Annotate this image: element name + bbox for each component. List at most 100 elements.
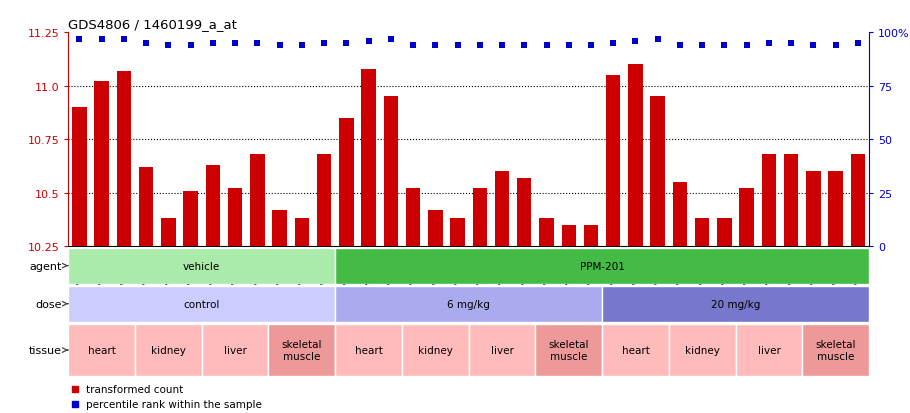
Point bbox=[139, 40, 154, 47]
Bar bbox=[669, 325, 735, 376]
Point bbox=[406, 43, 420, 49]
Bar bbox=[450, 219, 465, 247]
Bar bbox=[517, 178, 531, 247]
Bar bbox=[135, 325, 202, 376]
Point bbox=[717, 43, 732, 49]
Bar bbox=[68, 248, 335, 284]
Point bbox=[450, 43, 465, 49]
Point bbox=[72, 36, 86, 43]
Point bbox=[317, 40, 331, 47]
Bar bbox=[268, 325, 335, 376]
Bar bbox=[695, 219, 710, 247]
Text: agent: agent bbox=[29, 261, 62, 271]
Point bbox=[540, 43, 554, 49]
Bar bbox=[784, 155, 798, 247]
Point bbox=[67, 385, 82, 392]
Bar bbox=[740, 189, 753, 247]
Text: heart: heart bbox=[355, 345, 382, 355]
Bar bbox=[602, 325, 669, 376]
Point bbox=[67, 401, 82, 408]
Bar bbox=[161, 219, 176, 247]
Point bbox=[250, 40, 265, 47]
Point bbox=[806, 43, 821, 49]
Bar bbox=[402, 325, 469, 376]
Bar bbox=[606, 76, 621, 247]
Bar bbox=[335, 286, 602, 322]
Text: liver: liver bbox=[224, 345, 247, 355]
Point bbox=[762, 40, 776, 47]
Text: liver: liver bbox=[490, 345, 513, 355]
Bar bbox=[202, 325, 268, 376]
Point bbox=[784, 40, 798, 47]
Bar bbox=[561, 225, 576, 247]
Point bbox=[272, 43, 287, 49]
Bar bbox=[806, 172, 821, 247]
Text: skeletal
muscle: skeletal muscle bbox=[815, 339, 856, 361]
Bar bbox=[272, 210, 287, 247]
Point bbox=[695, 43, 710, 49]
Bar bbox=[602, 286, 869, 322]
Text: kidney: kidney bbox=[685, 345, 720, 355]
Bar bbox=[116, 71, 131, 247]
Point bbox=[495, 43, 510, 49]
Point bbox=[828, 43, 843, 49]
Bar bbox=[762, 155, 776, 247]
Bar bbox=[628, 65, 642, 247]
Text: kidney: kidney bbox=[418, 345, 452, 355]
Point bbox=[517, 43, 531, 49]
Bar bbox=[317, 155, 331, 247]
Bar bbox=[495, 172, 510, 247]
Point bbox=[339, 40, 354, 47]
Bar bbox=[139, 168, 153, 247]
Point bbox=[628, 38, 642, 45]
Bar bbox=[406, 189, 420, 247]
Text: GDS4806 / 1460199_a_at: GDS4806 / 1460199_a_at bbox=[68, 17, 238, 31]
Bar bbox=[68, 286, 335, 322]
Text: skeletal
muscle: skeletal muscle bbox=[281, 339, 322, 361]
Point bbox=[583, 43, 598, 49]
Text: tissue: tissue bbox=[28, 345, 62, 355]
Bar bbox=[469, 325, 535, 376]
Text: kidney: kidney bbox=[151, 345, 186, 355]
Bar bbox=[584, 225, 598, 247]
Text: 6 mg/kg: 6 mg/kg bbox=[447, 299, 490, 309]
Point bbox=[851, 40, 865, 47]
Text: heart: heart bbox=[87, 345, 116, 355]
Bar bbox=[72, 108, 86, 247]
Point bbox=[295, 43, 309, 49]
Point bbox=[161, 43, 176, 49]
Bar bbox=[68, 325, 135, 376]
Bar bbox=[535, 325, 602, 376]
Bar bbox=[828, 172, 843, 247]
Bar bbox=[803, 325, 869, 376]
Bar bbox=[95, 82, 109, 247]
Bar bbox=[184, 191, 197, 247]
Bar bbox=[361, 69, 376, 247]
Text: vehicle: vehicle bbox=[183, 261, 220, 271]
Bar bbox=[250, 155, 265, 247]
Text: percentile rank within the sample: percentile rank within the sample bbox=[86, 399, 262, 409]
Bar bbox=[428, 210, 442, 247]
Bar bbox=[540, 219, 553, 247]
Point bbox=[651, 36, 665, 43]
Bar bbox=[339, 119, 353, 247]
Bar bbox=[651, 97, 665, 247]
Point bbox=[383, 36, 398, 43]
Point bbox=[740, 43, 754, 49]
Text: skeletal
muscle: skeletal muscle bbox=[549, 339, 589, 361]
Point bbox=[95, 36, 109, 43]
Text: liver: liver bbox=[757, 345, 781, 355]
Bar bbox=[295, 219, 309, 247]
Text: control: control bbox=[184, 299, 220, 309]
Bar bbox=[672, 183, 687, 247]
Bar bbox=[335, 248, 869, 284]
Text: dose: dose bbox=[35, 299, 62, 309]
Bar bbox=[735, 325, 803, 376]
Point bbox=[428, 43, 442, 49]
Bar bbox=[384, 97, 398, 247]
Text: transformed count: transformed count bbox=[86, 384, 183, 394]
Point bbox=[116, 36, 131, 43]
Text: 20 mg/kg: 20 mg/kg bbox=[711, 299, 760, 309]
Point bbox=[206, 40, 220, 47]
Point bbox=[228, 40, 242, 47]
